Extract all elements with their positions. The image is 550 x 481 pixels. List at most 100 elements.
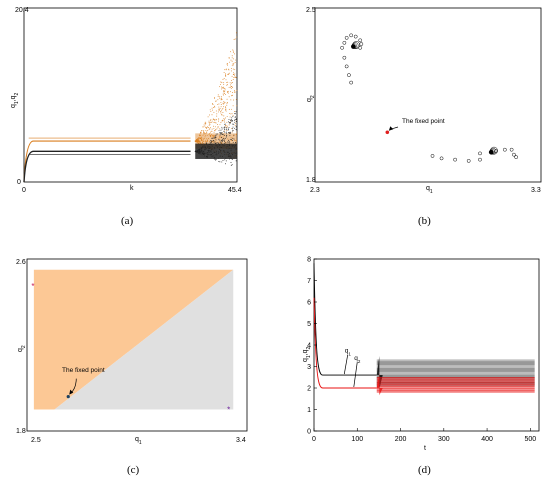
panel-a-point — [224, 143, 225, 144]
panel-a-point — [201, 130, 202, 131]
panel-a-point — [232, 82, 233, 83]
panel-a-point — [234, 53, 235, 54]
panel-a-point — [226, 82, 227, 83]
panel-a-point — [233, 69, 234, 70]
panel-a-point — [224, 78, 225, 79]
panel-a-point — [225, 124, 226, 125]
panel-a-point — [221, 130, 222, 131]
panel-a-point — [207, 126, 208, 127]
panel-a-point — [229, 96, 230, 97]
panel-a-point — [229, 62, 230, 63]
panel-a-point — [235, 117, 236, 118]
panel-a-point — [220, 84, 221, 85]
panel-b-attractor-1 — [489, 150, 494, 155]
panel-a-point — [236, 90, 237, 91]
panel-a-point — [214, 132, 215, 133]
panel-a-point — [224, 120, 225, 121]
panel-a-point — [231, 88, 232, 89]
panel-a-point — [216, 123, 217, 124]
panel-a-point — [229, 141, 230, 142]
panel-b-fixed-point — [386, 130, 390, 134]
panel-a-point — [221, 110, 222, 111]
panel-a-point — [211, 142, 212, 143]
panel-a-point — [225, 102, 226, 103]
panel-a-point — [223, 93, 224, 94]
panel-b: The fixed point 2.5 1.8 2.3 3.3 q1 q2 (b… — [306, 7, 541, 227]
panel-a-point — [221, 82, 222, 83]
panel-a-point — [231, 80, 232, 81]
panel-a-y-axis-label: q1,q2 — [10, 92, 20, 108]
panel-a-point — [228, 121, 229, 122]
panel-d-x-tick-label: 500 — [525, 436, 537, 443]
panel-a-point — [232, 164, 233, 165]
panel-c-x-tick-right: 3.4 — [236, 437, 246, 444]
panel-a-point — [224, 90, 225, 91]
panel-a-point — [229, 73, 230, 74]
panel-a-point — [233, 142, 234, 143]
panel-c-x-tick-left: 2.5 — [31, 437, 41, 444]
panel-a-point — [233, 100, 234, 101]
panel-a-point — [216, 116, 217, 117]
panel-a-point — [225, 73, 226, 74]
panel-a-point — [226, 127, 227, 128]
panel-a-point — [234, 135, 235, 136]
panel-a-point — [232, 92, 233, 93]
panel-a-point — [223, 91, 224, 92]
panel-a-point — [210, 120, 211, 121]
panel-b-x-tick-right: 3.3 — [531, 187, 541, 194]
panel-a-point — [231, 109, 232, 110]
panel-a-point — [224, 159, 225, 160]
panel-a-point — [204, 126, 205, 127]
panel-a-point — [224, 119, 225, 120]
panel-a-point — [235, 125, 236, 126]
panel-a-point — [215, 137, 216, 138]
panel-b-y-axis-label: q2 — [306, 95, 316, 102]
panel-a-point — [222, 140, 223, 141]
panel-a-point — [224, 103, 225, 104]
panel-b-caption: (b) — [418, 215, 431, 227]
panel-a-point — [216, 134, 217, 135]
panel-a-point — [234, 69, 235, 70]
panel-d-x-tick-label: 300 — [438, 436, 450, 443]
panel-a-point — [232, 140, 233, 141]
panel-a-point — [226, 105, 227, 106]
panel-d: 0100200300400500012345678 q1 q2 t q1,q2 … — [302, 257, 539, 477]
panel-a-point — [231, 119, 232, 120]
panel-a-point — [214, 120, 215, 121]
panel-a-point — [208, 127, 209, 128]
panel-a-point — [232, 132, 233, 133]
panel-a-point — [210, 122, 211, 123]
panel-a-point — [218, 107, 219, 108]
panel-a-point — [233, 52, 234, 53]
panel-a-point — [230, 113, 231, 114]
panel-a-point — [224, 88, 225, 89]
panel-a-point — [228, 91, 229, 92]
panel-a-point — [223, 103, 224, 104]
panel-a-point — [225, 106, 226, 107]
panel-a-point — [223, 131, 224, 132]
panel-a-point — [226, 137, 227, 138]
panel-a-point — [229, 133, 230, 134]
panel-a-point — [223, 115, 224, 116]
panel-a-point — [234, 122, 235, 123]
panel-a-point — [232, 138, 233, 139]
panel-a-point — [219, 110, 220, 111]
panel-a-point — [227, 126, 228, 127]
panel-a-point — [236, 99, 237, 100]
panel-a-point — [228, 128, 229, 129]
panel-a-point — [224, 91, 225, 92]
panel-a-point — [222, 112, 223, 113]
panel-a-point — [220, 112, 221, 113]
panel-a-point — [235, 77, 236, 78]
panel-a-point — [206, 133, 207, 134]
panel-a-point — [237, 109, 238, 110]
panel-a-point — [218, 161, 219, 162]
panel-a-point — [236, 160, 237, 161]
panel-a-point — [224, 141, 225, 142]
panel-a-point — [230, 132, 231, 133]
panel-a-point — [224, 129, 225, 130]
panel-a-point — [223, 79, 224, 80]
panel-a-point — [224, 132, 225, 133]
panel-a-point — [226, 122, 227, 123]
panel-a-point — [235, 60, 236, 61]
